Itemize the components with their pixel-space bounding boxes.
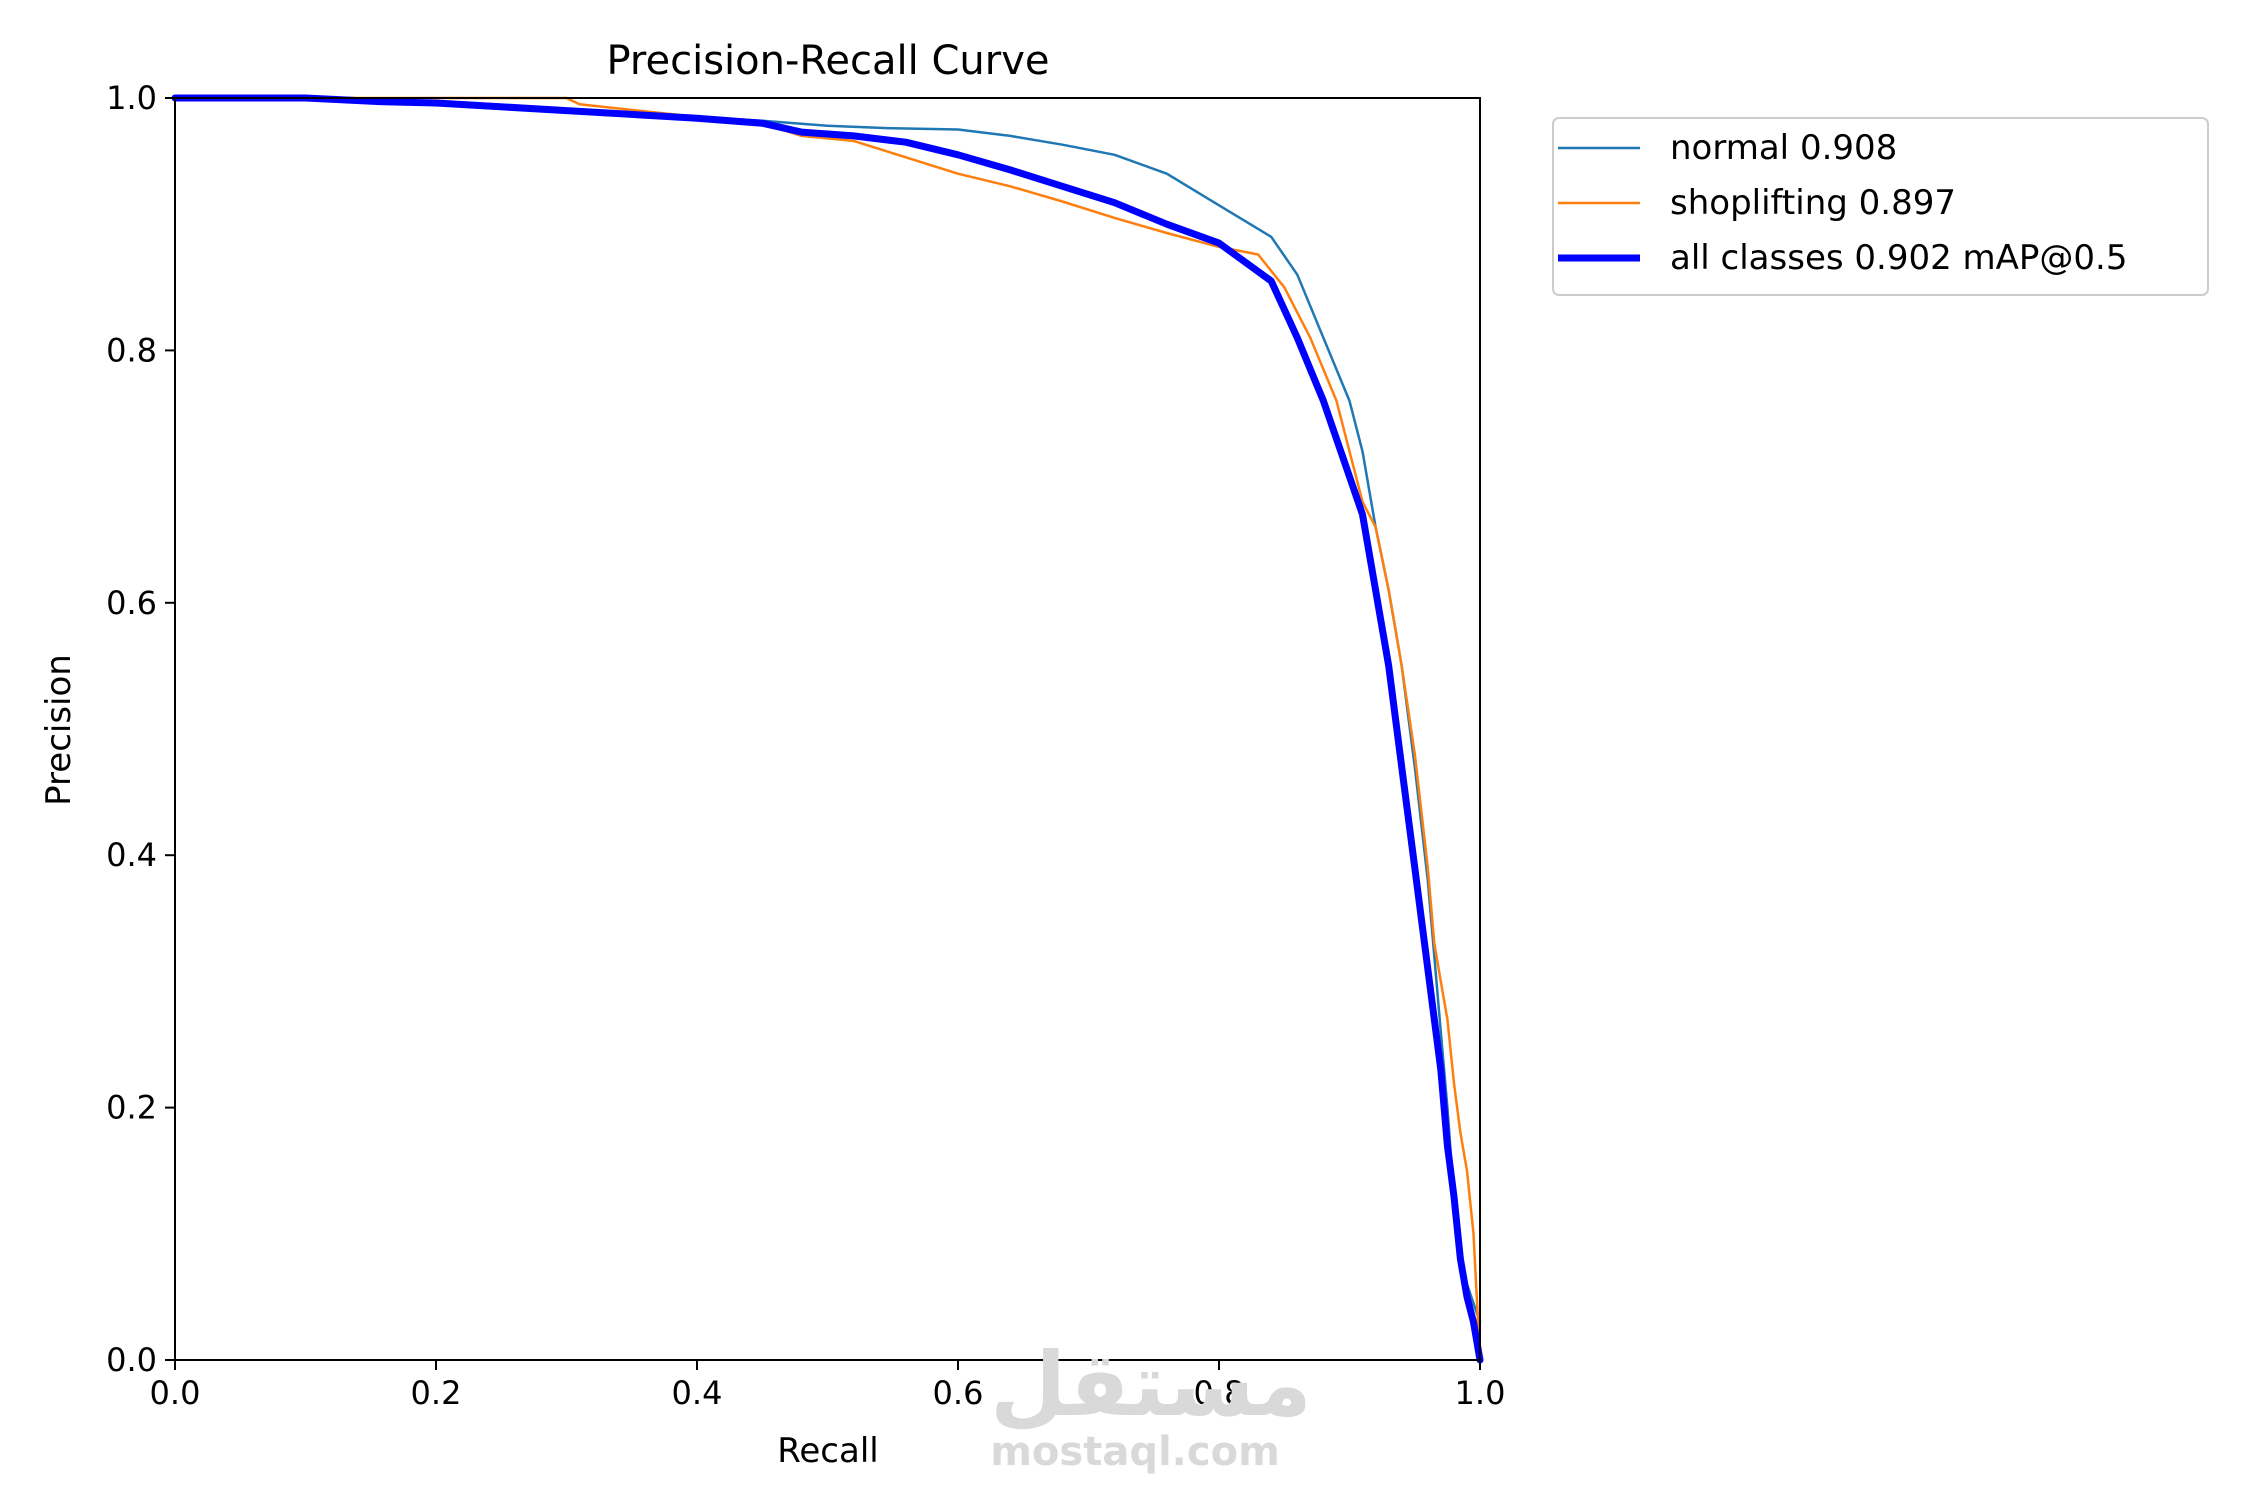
legend-box [1552, 117, 2209, 296]
y-tick-label: 0.8 [106, 331, 157, 369]
legend: normal 0.908 shoplifting 0.897 all classes… [1552, 117, 2209, 296]
y-axis-label: Precision [39, 654, 79, 806]
watermark-latin: mostaql.com [990, 1429, 1280, 1475]
y-tick-label: 0.6 [106, 584, 157, 622]
watermark-arabic: مستقل [990, 1333, 1312, 1436]
x-tick-label: 0.8 [1194, 1374, 1245, 1412]
legend-label-1: normal 0.908 [1670, 128, 1897, 168]
ticks-layer: 0.0 0.2 0.4 0.6 0.8 1.0 0.0 0.2 0.4 0.6 0.8 1.0 [106, 79, 1505, 1412]
y-tick-label: 0.2 [106, 1089, 157, 1127]
x-axis-label: Recall [777, 1431, 878, 1471]
x-tick-label: 0.2 [411, 1374, 462, 1412]
x-tick-label: 0.0 [150, 1374, 201, 1412]
chart-title: Precision-Recall Curve [607, 38, 1050, 84]
series-line-3 [171, 94, 1484, 1364]
series-line-1 [173, 96, 1482, 1324]
y-tick-label: 0.4 [106, 836, 157, 874]
x-tick-label: 1.0 [1455, 1374, 1506, 1412]
x-tick-label: 0.4 [672, 1374, 723, 1412]
series-layer [171, 94, 1484, 1364]
series-line-2 [173, 96, 1482, 1362]
legend-label-2: shoplifting 0.897 [1670, 183, 1956, 223]
legend-label-3: all classes 0.902 mAP@0.5 [1670, 238, 2127, 278]
watermark: مستقل mostaql.com [990, 1333, 1312, 1475]
y-tick-label: 0.0 [106, 1341, 157, 1379]
x-tick-label: 0.6 [933, 1374, 984, 1412]
legend-entries: normal 0.908 shoplifting 0.897 all classes… [1558, 128, 2127, 278]
plot-frame [174, 97, 1481, 1361]
y-tick-label: 1.0 [106, 79, 157, 117]
